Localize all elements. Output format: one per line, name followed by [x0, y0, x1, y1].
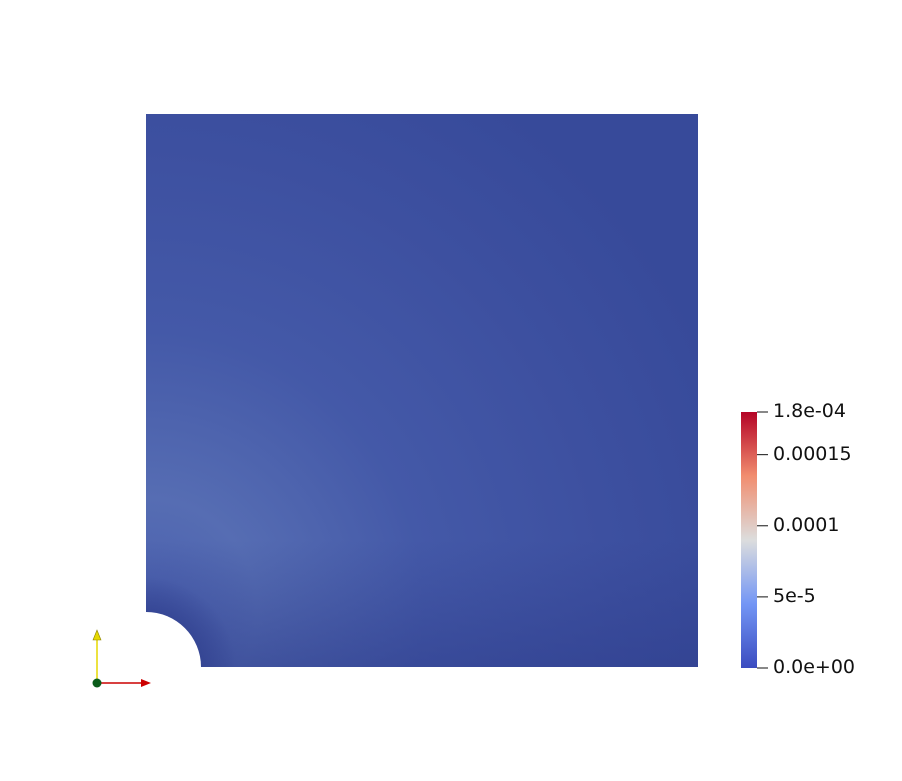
x-axis-arrowhead — [141, 679, 151, 687]
colorbar-tick-label-1: 0.00015 — [773, 442, 852, 465]
field-plot — [146, 114, 698, 667]
colorbar-gradient — [741, 412, 757, 668]
colorbar-tick-label-4: 0.0e+00 — [773, 656, 856, 678]
y-axis-arrowhead — [92, 629, 102, 641]
field-hole-shade — [146, 560, 266, 667]
colorbar — [741, 411, 768, 669]
colorbar-tick-label-2: 0.0001 — [773, 513, 840, 536]
orientation-axes — [92, 629, 151, 688]
colorbar-ticks — [757, 411, 768, 669]
colorbar-tick-label-3: 5e-5 — [773, 584, 816, 607]
origin-marker — [92, 678, 102, 688]
colorbar-tick-label-0: 1.8e-04 — [773, 400, 846, 422]
